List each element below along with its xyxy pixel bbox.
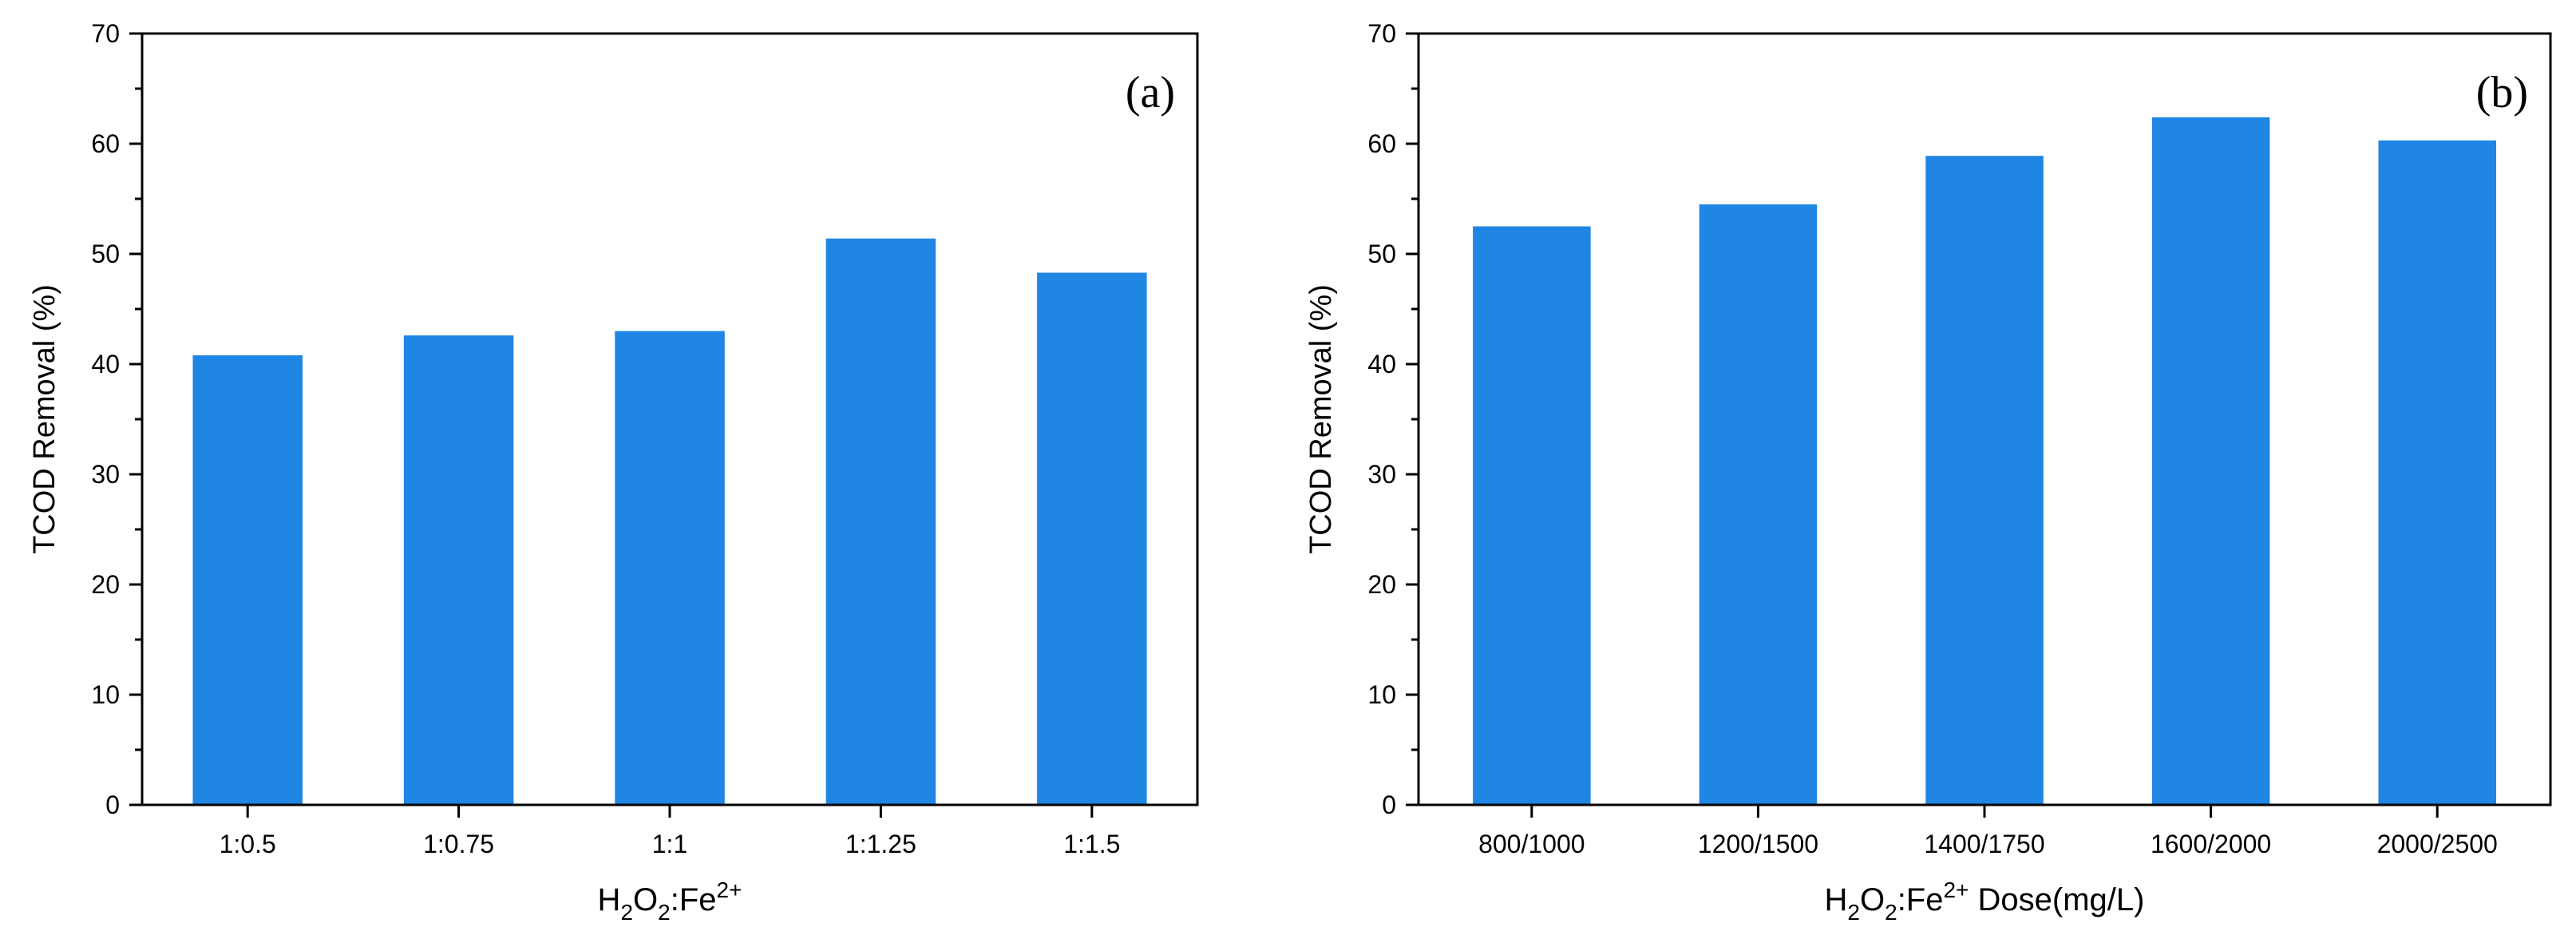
- y-tick-label: 40: [91, 350, 120, 378]
- y-tick-label: 70: [91, 19, 120, 48]
- y-axis-label: TCOD Removal (%): [1304, 284, 1338, 554]
- y-tick-label: 30: [1367, 460, 1396, 489]
- y-tick-label: 60: [1367, 129, 1396, 158]
- x-axis-label-part: O: [633, 882, 658, 917]
- bar: [2378, 140, 2496, 805]
- x-tick-label: 1:1: [652, 830, 687, 858]
- x-tick-label: 1:0.75: [423, 830, 494, 858]
- x-tick-label: 1200/1500: [1698, 830, 1818, 858]
- y-tick-label: 20: [91, 570, 120, 599]
- bar: [615, 331, 725, 806]
- bar: [1925, 156, 2044, 805]
- x-tick-label: 1:1.25: [845, 830, 916, 858]
- chart-panel-b: 0 10 20 30 40 50 60 70 800/1000 1200/1500 1400/175…: [1304, 19, 2552, 925]
- bar: [403, 335, 514, 806]
- panel-label: (b): [2476, 68, 2528, 117]
- y-tick-label: 50: [91, 240, 120, 268]
- y-tick-label: 0: [105, 790, 120, 819]
- x-axis-label-part: 2+: [1943, 878, 1969, 902]
- bar: [825, 238, 936, 805]
- x-tick-label: 1:0.5: [220, 830, 276, 858]
- x-axis-label-part: O: [1860, 882, 1885, 917]
- y-tick-label: 30: [91, 460, 120, 489]
- y-tick-label: 50: [1367, 240, 1396, 268]
- bar: [2151, 117, 2270, 805]
- y-tick-label: 10: [91, 680, 120, 709]
- x-axis-label: H2O2:Fe2+: [598, 878, 742, 925]
- chart-panel-a: 0 10 20 30 40 50 60 70 1:0.5 1:0.75 1:1 1:1.25 1:1.5…: [28, 19, 1199, 925]
- x-axis-label-part: 2: [1885, 900, 1897, 925]
- y-tick-label: 0: [1382, 790, 1396, 819]
- y-tick-label: 20: [1367, 570, 1396, 599]
- x-axis-label: H2O2:Fe2+ Dose(mg/L): [1825, 878, 2145, 925]
- bar: [1699, 204, 1818, 805]
- y-tick-label: 70: [1367, 19, 1396, 48]
- x-tick-label: 1400/1750: [1924, 830, 2044, 858]
- y-tick-label: 40: [1367, 350, 1396, 378]
- panel-label: (a): [1126, 68, 1175, 117]
- x-axis-label-part: Dose(mg/L): [1969, 882, 2144, 917]
- y-tick-label: 60: [91, 129, 120, 158]
- bar: [192, 355, 303, 805]
- x-axis-label-part: 2: [1847, 900, 1860, 925]
- bar: [1473, 226, 1591, 805]
- y-axis-label: TCOD Removal (%): [28, 284, 61, 554]
- bar: [1037, 272, 1147, 805]
- x-axis-label-part: :Fe: [1897, 882, 1944, 917]
- x-axis-label-part: 2: [620, 900, 633, 925]
- x-axis-label-part: H: [1825, 882, 1848, 917]
- x-tick-label: 1:1.5: [1063, 830, 1120, 858]
- y-tick-label: 10: [1367, 680, 1396, 709]
- x-axis-label-part: :Fe: [671, 882, 717, 917]
- x-tick-label: 1600/2000: [2151, 830, 2271, 858]
- x-tick-label: 800/1000: [1478, 830, 1585, 858]
- x-axis-label-part: 2: [658, 900, 671, 925]
- x-axis-label-part: 2+: [717, 878, 742, 902]
- x-tick-label: 2000/2500: [2377, 830, 2498, 858]
- x-axis-label-part: H: [598, 882, 621, 917]
